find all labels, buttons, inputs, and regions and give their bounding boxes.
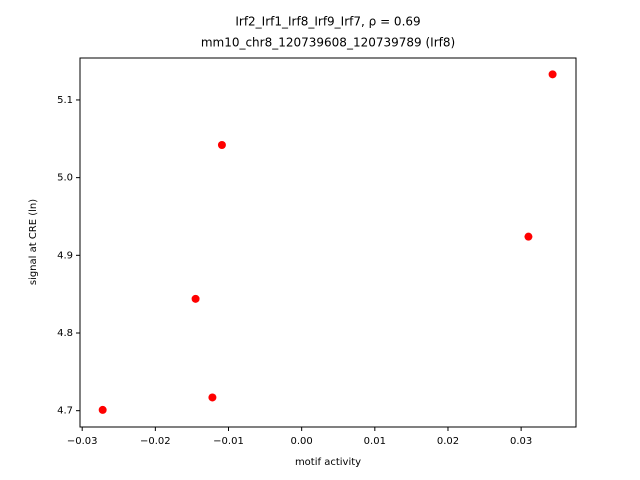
y-tick-label: 5.0 [57, 173, 73, 184]
x-tick-label: 0.02 [437, 436, 459, 447]
x-tick-label: 0.01 [364, 436, 386, 447]
y-tick-label: 4.7 [57, 406, 73, 417]
plot-frame [79, 57, 577, 428]
y-tick-label: 4.8 [57, 328, 73, 339]
chart-subtitle: mm10_chr8_120739608_120739789 (Irf8) [201, 36, 455, 50]
x-tick-label: −0.03 [67, 436, 98, 447]
point [208, 393, 217, 402]
point [191, 294, 200, 303]
x-tick-label: 0.03 [510, 436, 532, 447]
x-tick-label: −0.02 [140, 436, 171, 447]
x-axis-label: motif activity [295, 457, 361, 468]
y-tick-label: 5.1 [57, 95, 73, 106]
point [548, 70, 557, 79]
chart-title: Irf2_Irf1_Irf8_Irf9_Irf7, ρ = 0.69 [235, 15, 420, 29]
x-tick-label: −0.01 [213, 436, 244, 447]
y-tick-label: 4.9 [57, 250, 73, 261]
y-axis-label: signal at CRE (ln) [28, 199, 39, 285]
x-tick-label: 0.00 [291, 436, 313, 447]
point [217, 141, 226, 150]
point [524, 232, 533, 241]
point [98, 405, 107, 414]
